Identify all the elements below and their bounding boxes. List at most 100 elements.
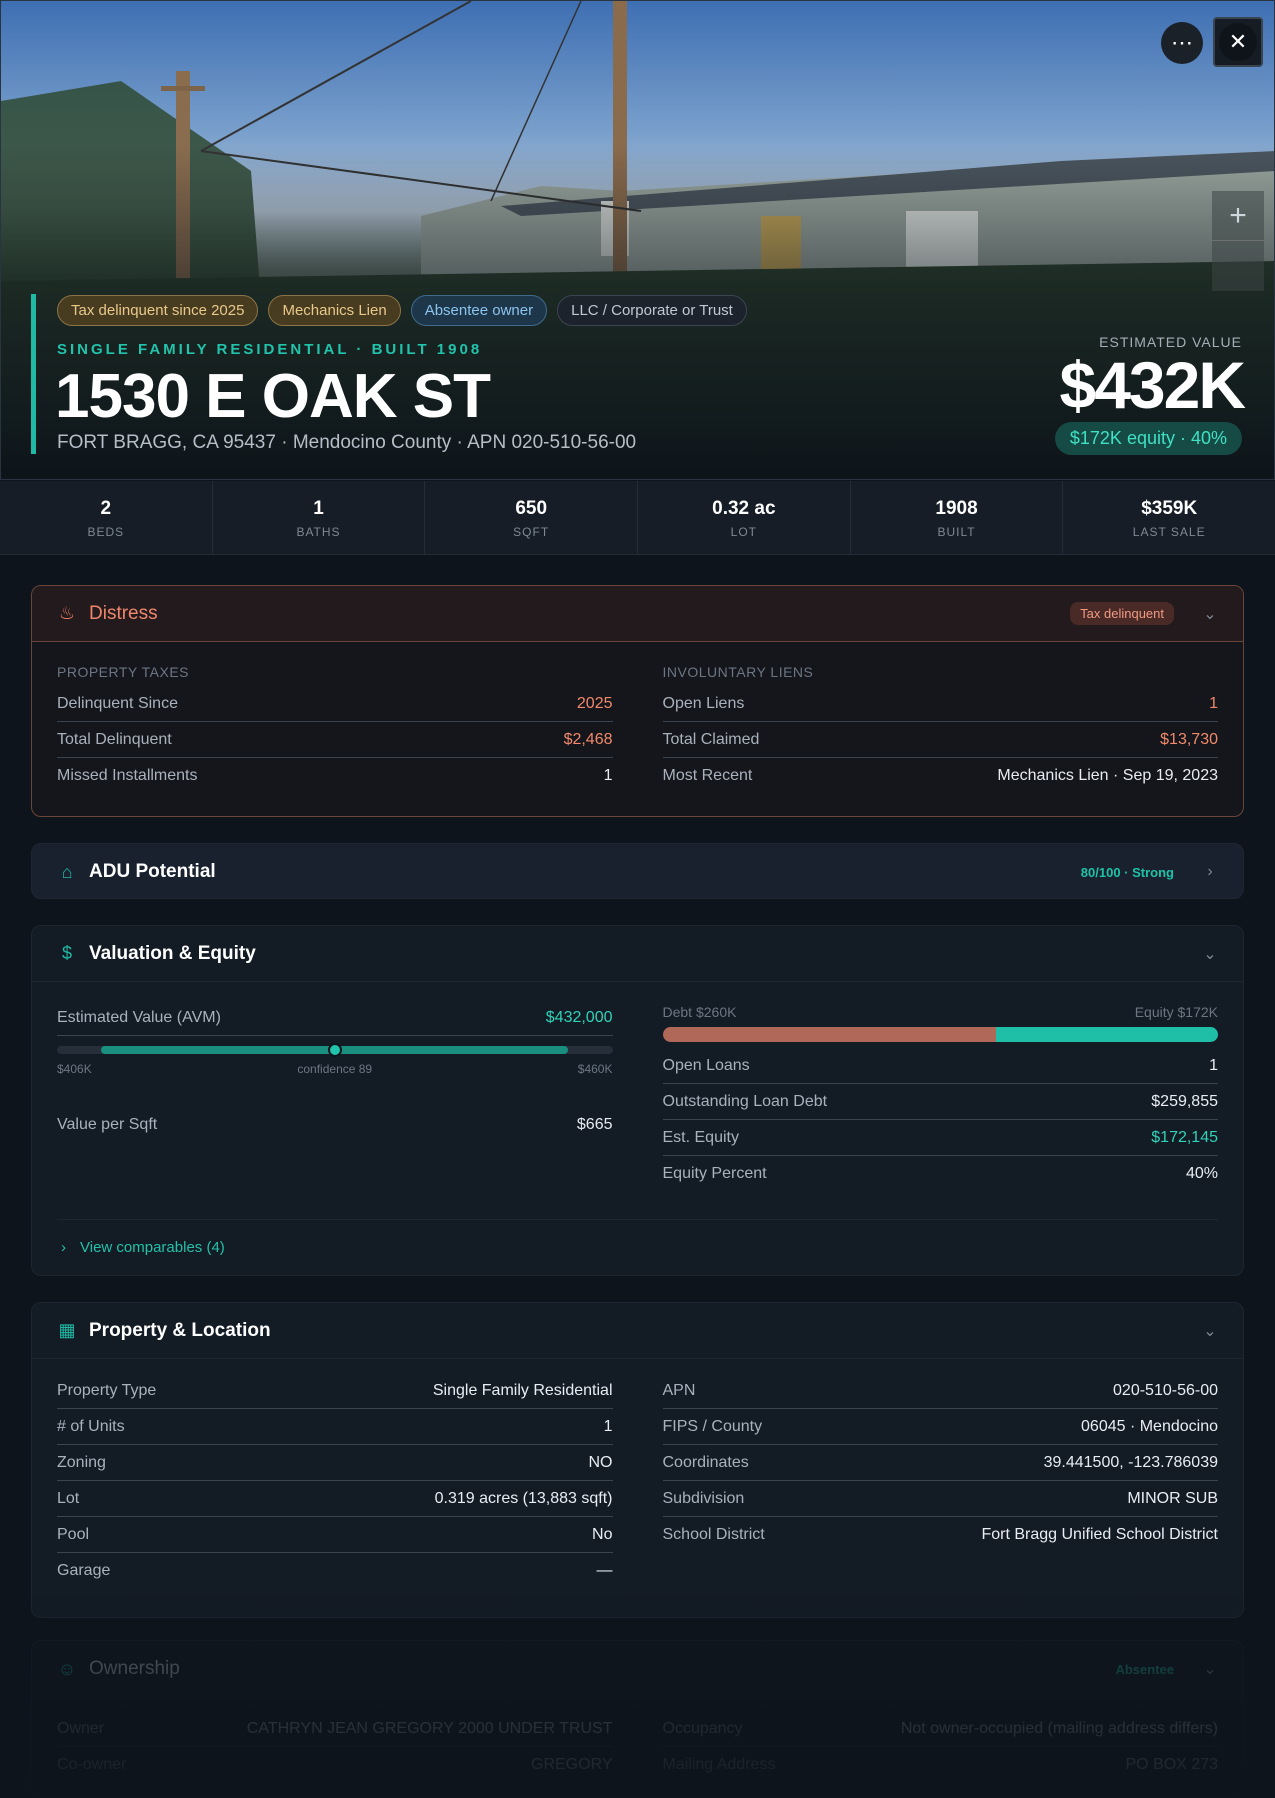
kv-value: $2,468 xyxy=(563,730,613,748)
status-badge: Absentee xyxy=(1115,1661,1174,1677)
hero-streetview: ⋯ ✕ + Tax delinquent since 2025 Mechanic… xyxy=(0,0,1275,480)
kv-key: APN xyxy=(662,1381,696,1399)
ownership-header[interactable]: ☺ Ownership Absentee ⌄ xyxy=(32,1641,1243,1697)
more-dots-icon: ⋯ xyxy=(1171,30,1193,55)
more-options-button[interactable]: ⋯ xyxy=(1161,22,1203,64)
kv-key: Delinquent Since xyxy=(57,694,178,712)
kv-value: 06045 · Mendocino xyxy=(1081,1417,1218,1435)
kv-row: Mailing Address PO BOX 273 xyxy=(663,1747,1219,1783)
close-icon: ✕ xyxy=(1219,23,1257,61)
kv-value: Fort Bragg Unified School District xyxy=(981,1526,1218,1543)
ownership-left: Owner CATHRYN JEAN GREGORY 2000 UNDER TRU… xyxy=(57,1697,613,1783)
zoom-in-button[interactable]: + xyxy=(1212,191,1264,241)
adu-header[interactable]: ⌂ ADU Potential 80/100 · Strong › xyxy=(32,844,1243,900)
adu-potential-panel[interactable]: ⌂ ADU Potential 80/100 · Strong › xyxy=(31,843,1244,899)
kv-value: 0.319 acres (13,883 sqft) xyxy=(434,1489,613,1507)
kv-row: Co-owner GREGORY xyxy=(57,1747,613,1783)
building-icon: ▦ xyxy=(58,1320,76,1340)
stat-baths: 1 BATHS xyxy=(213,481,426,554)
chevron-down-icon[interactable]: ⌄ xyxy=(1203,1322,1217,1340)
range-confidence: confidence 89 xyxy=(297,1062,373,1076)
kv-key: Open Liens xyxy=(662,694,745,712)
kv-key: Subdivision xyxy=(662,1489,745,1507)
kv-row: Pool No xyxy=(57,1517,613,1553)
distress-header[interactable]: ♨ Distress Tax delinquent ⌄ xyxy=(32,586,1243,642)
kv-value: 1 xyxy=(603,767,613,784)
kv-row: Est. Equity $172,145 xyxy=(662,1120,1218,1156)
estimated-value: $432K xyxy=(1059,348,1246,422)
stat-built: 1908 BUILT xyxy=(851,481,1064,554)
stat-label: LAST SALE xyxy=(1132,525,1206,539)
avm-value: $432,000 xyxy=(545,1008,613,1026)
kv-key: Total Claimed xyxy=(662,730,760,748)
kv-value: Mechanics Lien · Sep 19, 2023 xyxy=(997,767,1218,784)
kv-row: Owner CATHRYN JEAN GREGORY 2000 UNDER TRU… xyxy=(57,1711,613,1747)
kv-row: Lot 0.319 acres (13,883 sqft) xyxy=(57,1481,613,1517)
kv-key: FIPS / County xyxy=(662,1417,763,1435)
valuation-header[interactable]: $ Valuation & Equity ⌄ xyxy=(32,926,1243,982)
debt-equity-labels: Debt $260K Equity $172K xyxy=(663,1004,1219,1020)
estimated-value-label: ESTIMATED VALUE xyxy=(1099,334,1242,350)
tag-absentee-owner[interactable]: Absentee owner xyxy=(410,295,548,326)
tag-list: Tax delinquent since 2025 Mechanics Lien… xyxy=(57,295,747,326)
chevron-down-icon[interactable]: ⌄ xyxy=(1203,945,1217,963)
stats-bar: 2 BEDS 1 BATHS 650 SQFT 0.32 ac LOT 1908 BUIL… xyxy=(0,481,1275,555)
debt-label: Debt $260K xyxy=(662,1004,737,1020)
stat-value: 650 xyxy=(515,498,548,519)
flame-icon: ♨ xyxy=(58,603,76,623)
kv-key: Total Delinquent xyxy=(57,730,172,748)
kv-key: Owner xyxy=(57,1719,105,1737)
zoom-controls: + xyxy=(1212,191,1264,291)
kv-row: Outstanding Loan Debt $259,855 xyxy=(662,1084,1218,1120)
kv-key: Open Loans xyxy=(662,1056,750,1074)
valuation-title: Valuation & Equity xyxy=(89,942,256,964)
kv-value: — xyxy=(596,1562,613,1579)
kv-row: Total Delinquent $2,468 xyxy=(57,722,613,758)
tag-llc-corporate[interactable]: LLC / Corporate or Trust xyxy=(557,295,747,326)
kv-value: 1 xyxy=(603,1417,613,1435)
kv-row: APN 020-510-56-00 xyxy=(662,1373,1218,1409)
range-low: $406K xyxy=(57,1062,92,1076)
stat-value: 0.32 ac xyxy=(712,498,776,519)
home-icon: ⌂ xyxy=(61,861,73,882)
avm-section: Estimated Value (AVM) $432,000 $406K con… xyxy=(57,982,613,1192)
chevron-down-icon[interactable]: ⌄ xyxy=(1203,605,1217,623)
property-header[interactable]: ▦ Property & Location ⌄ xyxy=(32,1303,1243,1359)
kv-value: $13,730 xyxy=(1160,730,1218,748)
kv-key: Occupancy xyxy=(662,1719,743,1737)
distress-title: Distress xyxy=(89,602,158,624)
kv-value: 2025 xyxy=(576,694,613,712)
stat-label: LOT xyxy=(730,525,758,539)
tag-tax-delinquent[interactable]: Tax delinquent since 2025 xyxy=(57,295,259,326)
kv-key: Coordinates xyxy=(662,1453,749,1471)
stat-label: BATHS xyxy=(296,525,341,539)
property-title-label: Property & Location xyxy=(89,1319,271,1341)
kv-value: $259,855 xyxy=(1151,1092,1218,1110)
equity-segment xyxy=(995,1027,1218,1042)
property-title: 1530 E OAK ST xyxy=(55,362,491,431)
property-details-left: Property Type Single Family Residential #… xyxy=(57,1359,613,1589)
kv-key: Estimated Value (AVM) xyxy=(57,1008,221,1026)
kv-key: Property Type xyxy=(57,1381,157,1399)
debt-segment xyxy=(662,1027,996,1042)
kv-key: Zoning xyxy=(57,1453,106,1471)
kv-row: Property Type Single Family Residential xyxy=(57,1373,613,1409)
plus-icon: + xyxy=(1229,198,1247,232)
status-badge: Tax delinquent xyxy=(1070,602,1174,625)
stat-label: BEDS xyxy=(87,525,125,539)
valuation-equity-panel: $ Valuation & Equity ⌄ Estimated Value (… xyxy=(31,925,1244,1276)
kv-value: MINOR SUB xyxy=(1127,1489,1218,1507)
close-button[interactable]: ✕ xyxy=(1213,17,1263,67)
ownership-panel: ☺ Ownership Absentee ⌄ Owner CATHRYN JEAN… xyxy=(31,1640,1244,1798)
kv-key: Mailing Address xyxy=(662,1756,776,1773)
chevron-down-icon[interactable]: ⌄ xyxy=(1203,1661,1217,1678)
kv-row: Delinquent Since 2025 xyxy=(57,686,613,722)
stat-value: 1 xyxy=(313,498,324,519)
chevron-right-icon[interactable]: › xyxy=(1207,863,1213,880)
kv-row: Open Liens 1 xyxy=(662,686,1218,722)
ownership-title: Ownership xyxy=(89,1658,180,1679)
kv-value: CATHRYN JEAN GREGORY 2000 UNDER TRUST xyxy=(246,1719,613,1737)
distress-panel: ♨ Distress Tax delinquent ⌄ PROPERTY TAX… xyxy=(31,585,1244,817)
view-comparables-link[interactable]: › View comparables (4) xyxy=(57,1219,1218,1275)
tag-mechanics-lien[interactable]: Mechanics Lien xyxy=(268,295,401,326)
